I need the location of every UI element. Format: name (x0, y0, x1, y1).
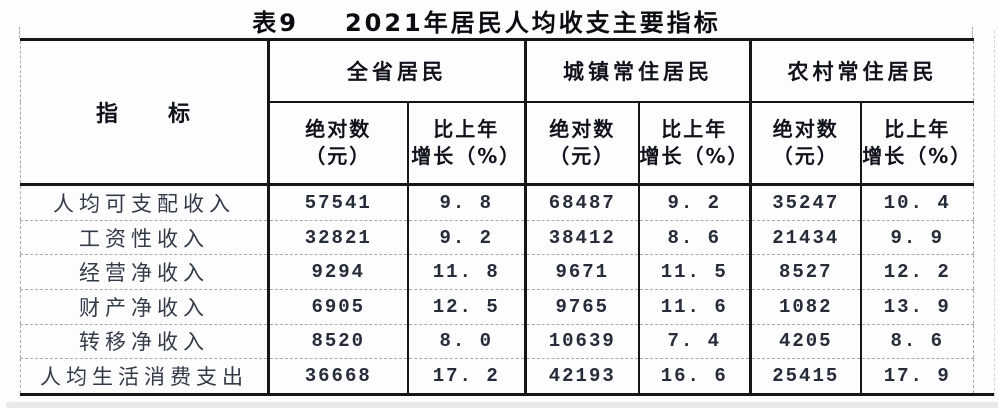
indicator-cell: 人均生活消费支出 (20, 358, 270, 395)
value-cell: 11. 6 (638, 288, 752, 325)
value-cell: 8520 (268, 323, 409, 359)
value-cell: 25415 (750, 358, 862, 395)
value-cell: 12. 5 (407, 288, 527, 325)
value-cell: 9. 2 (407, 219, 527, 255)
gridline-faint (994, 30, 995, 396)
province-growth-header: 比上年 增长（%） (407, 102, 527, 186)
value-cell: 68487 (525, 184, 640, 221)
value-cell: 1082 (750, 288, 862, 325)
value-cell: 35247 (750, 184, 862, 221)
value-cell: 32821 (268, 219, 409, 255)
value-cell: 7. 4 (638, 323, 752, 359)
sub-header-line: （元） (305, 144, 372, 168)
table-row: 工资性收入 32821 9. 2 38412 8. 6 21434 9. 9 (20, 219, 974, 255)
sub-header-line: 比上年 (884, 117, 951, 141)
sub-header-row: 绝对数 （元） 比上年 增长（%） 绝对数 （元） 比上年 增长（%） 绝对数 (21, 102, 974, 186)
value-cell: 11. 5 (638, 254, 752, 290)
indicator-cell: 经营净收入 (20, 254, 270, 290)
bottom-gray-strip (6, 402, 998, 408)
value-cell: 9765 (525, 288, 640, 325)
urban-absolute-header: 绝对数 （元） (525, 102, 640, 186)
sub-header-line: 比上年 (433, 117, 500, 141)
sub-header-line: 增长（%） (862, 144, 973, 168)
value-cell: 57541 (268, 184, 409, 221)
table-row: 经营净收入 9294 11. 8 9671 11. 5 8527 12. 2 (20, 254, 974, 290)
sub-header-line: 比上年 (661, 117, 728, 141)
value-cell: 21434 (750, 219, 862, 255)
indicator-column-header: 指 标 (20, 39, 270, 186)
value-cell: 4205 (750, 323, 862, 359)
sub-header-line: 增长（%） (411, 144, 522, 168)
province-absolute-header: 绝对数 （元） (268, 102, 409, 186)
sub-header-line: 绝对数 (772, 117, 839, 141)
bottom-border-extension (973, 393, 994, 396)
value-cell: 9. 9 (860, 219, 974, 255)
group-header-urban: 城镇常住居民 (525, 39, 752, 103)
value-cell: 9. 2 (638, 184, 752, 221)
value-cell: 9671 (525, 254, 640, 290)
value-cell: 38412 (525, 219, 640, 255)
value-cell: 9294 (268, 254, 409, 290)
gridline-stub (972, 27, 973, 38)
table-row: 转移净收入 8520 8. 0 10639 7. 4 4205 8. 6 (20, 323, 974, 359)
urban-growth-header: 比上年 增长（%） (638, 102, 752, 186)
value-cell: 6905 (268, 288, 409, 325)
income-expenditure-table: 指 标 全省居民 城镇常住居民 农村常住居民 绝对数 （元） 比上年 增长（%）… (20, 38, 974, 396)
value-cell: 8. 6 (860, 323, 974, 359)
table-number: 表9 (252, 9, 299, 37)
group-header-row: 指 标 全省居民 城镇常住居民 农村常住居民 (20, 39, 974, 186)
value-cell: 9. 8 (407, 184, 527, 221)
group-header-province: 全省居民 (268, 39, 527, 103)
value-cell: 8. 6 (638, 219, 752, 255)
value-cell: 8527 (750, 254, 862, 290)
value-cell: 13. 9 (860, 288, 974, 325)
value-cell: 12. 2 (860, 254, 974, 290)
gridline-stub (19, 27, 20, 38)
value-cell: 8. 0 (407, 323, 527, 359)
value-cell: 10639 (525, 323, 640, 359)
group-header-rural: 农村常住居民 (750, 39, 974, 103)
table-row: 人均可支配收入 57541 9. 8 68487 9. 2 35247 10. … (20, 184, 974, 221)
indicator-cell: 工资性收入 (20, 219, 270, 255)
table-title-text: 2021年居民人均收支主要指标 (344, 9, 721, 37)
value-cell: 17. 9 (860, 358, 974, 395)
rural-absolute-header: 绝对数 （元） (750, 102, 862, 186)
value-cell: 36668 (268, 358, 409, 395)
sub-header-line: 绝对数 (305, 117, 372, 141)
table-row: 财产净收入 6905 12. 5 9765 11. 6 1082 13. 9 (20, 288, 974, 325)
indicator-cell: 人均可支配收入 (20, 184, 270, 221)
sub-header-line: （元） (772, 144, 839, 168)
value-cell: 11. 8 (407, 254, 527, 290)
value-cell: 17. 2 (407, 358, 527, 395)
value-cell: 42193 (525, 358, 640, 395)
sub-header-line: 增长（%） (639, 144, 750, 168)
rural-growth-header: 比上年 增长（%） (860, 102, 974, 186)
value-cell: 10. 4 (883, 191, 951, 214)
indicator-cell: 转移净收入 (20, 323, 270, 359)
sub-header-line: 绝对数 (549, 117, 616, 141)
indicator-cell: 财产净收入 (20, 288, 270, 325)
table-row: 人均生活消费支出 36668 17. 2 42193 16. 6 25415 1… (20, 358, 974, 395)
value-cell: 16. 6 (638, 358, 752, 395)
table-title: 表9 2021年居民人均收支主要指标 (0, 3, 973, 38)
sub-header-line: （元） (549, 144, 616, 168)
